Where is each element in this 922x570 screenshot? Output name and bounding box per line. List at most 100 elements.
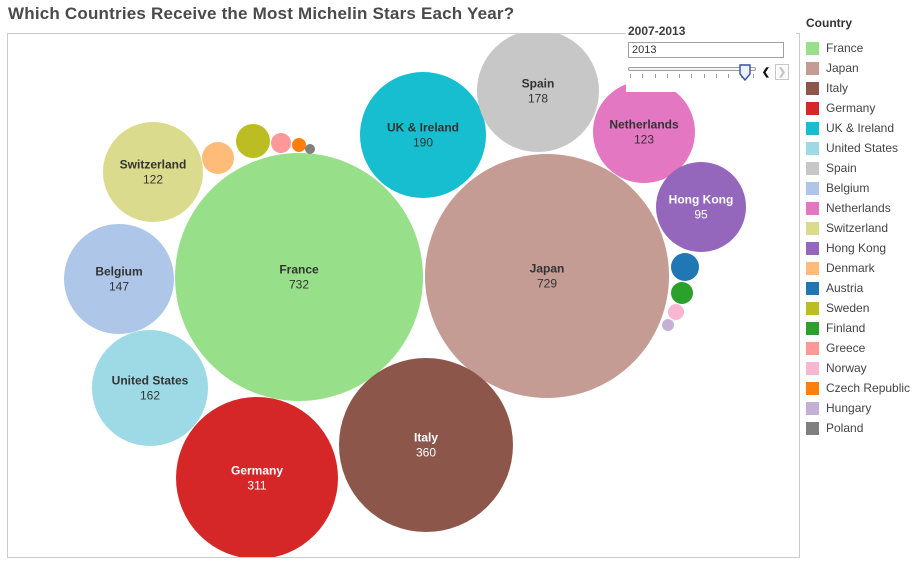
bubble-sweden[interactable] bbox=[236, 124, 270, 158]
bubble-finland[interactable] bbox=[671, 282, 693, 304]
slider-next-button[interactable]: ❯ bbox=[775, 64, 789, 80]
slider-groove bbox=[628, 67, 756, 71]
legend-item-label: Denmark bbox=[826, 261, 875, 275]
legend-item-hungary[interactable]: Hungary bbox=[806, 398, 918, 418]
bubble-label: Germany 311 bbox=[231, 464, 283, 493]
legend-item-label: France bbox=[826, 41, 864, 55]
legend-item-label: Japan bbox=[826, 61, 859, 75]
slider-track[interactable] bbox=[628, 64, 756, 82]
legend-item-norway[interactable]: Norway bbox=[806, 358, 918, 378]
slider-tick bbox=[703, 74, 705, 78]
legend-item-sweden[interactable]: Sweden bbox=[806, 298, 918, 318]
bubble-label: UK & Ireland 190 bbox=[387, 121, 459, 150]
bubble-label: Switzerland 122 bbox=[120, 158, 187, 187]
bubble-united-states[interactable]: United States 162 bbox=[92, 330, 208, 446]
legend-item-france[interactable]: France bbox=[806, 38, 918, 58]
slider-tick bbox=[691, 74, 693, 78]
legend-swatch bbox=[806, 61, 819, 75]
legend-swatch bbox=[806, 401, 819, 415]
bubble-country-name: UK & Ireland bbox=[386, 120, 460, 135]
bubble-denmark[interactable] bbox=[202, 142, 234, 174]
bubble-france[interactable]: France 732 bbox=[175, 153, 423, 401]
legend-item-label: Czech Republic bbox=[826, 381, 911, 395]
bubble-netherlands[interactable]: Netherlands 123 bbox=[593, 81, 695, 183]
bubble-greece[interactable] bbox=[271, 133, 291, 153]
bubble-country-name: Italy bbox=[413, 430, 439, 445]
bubble-label: Netherlands 123 bbox=[609, 118, 678, 147]
bubble-austria[interactable] bbox=[671, 253, 699, 281]
legend-item-label: Hungary bbox=[826, 401, 872, 415]
bubble-star-count: 147 bbox=[108, 279, 130, 294]
legend-item-switzerland[interactable]: Switzerland bbox=[806, 218, 918, 238]
bubble-czech-republic[interactable] bbox=[292, 138, 306, 152]
legend-item-spain[interactable]: Spain bbox=[806, 158, 918, 178]
bubble-switzerland[interactable]: Switzerland 122 bbox=[103, 122, 203, 222]
legend-item-label: Norway bbox=[826, 361, 867, 375]
legend-item-belgium[interactable]: Belgium bbox=[806, 178, 918, 198]
legend-item-austria[interactable]: Austria bbox=[806, 278, 918, 298]
legend-swatch bbox=[806, 121, 819, 135]
slider-prev-button[interactable]: ❮ bbox=[759, 64, 773, 80]
legend: Country France Japan Italy Germany UK & Irel… bbox=[806, 16, 918, 438]
slider-tick bbox=[716, 74, 718, 78]
bubble-country-name: Hong Kong bbox=[668, 192, 734, 207]
bubble-germany[interactable]: Germany 311 bbox=[176, 397, 338, 557]
legend-swatch bbox=[806, 301, 819, 315]
bubble-belgium[interactable]: Belgium 147 bbox=[64, 224, 174, 334]
legend-swatch bbox=[806, 281, 819, 295]
legend-item-japan[interactable]: Japan bbox=[806, 58, 918, 78]
slider-tick bbox=[679, 74, 681, 78]
bubble-country-name: Germany bbox=[230, 463, 284, 478]
legend-item-netherlands[interactable]: Netherlands bbox=[806, 198, 918, 218]
bubble-label: United States 162 bbox=[112, 374, 189, 403]
legend-item-hong-kong[interactable]: Hong Kong bbox=[806, 238, 918, 258]
bubble-japan[interactable]: Japan 729 bbox=[425, 154, 669, 398]
legend-swatch bbox=[806, 261, 819, 275]
bubble-poland[interactable] bbox=[305, 144, 315, 154]
bubble-spain[interactable]: Spain 178 bbox=[477, 34, 599, 152]
slider-thumb-icon bbox=[739, 64, 751, 82]
bubble-star-count: 178 bbox=[527, 91, 549, 106]
legend-item-uk-ireland[interactable]: UK & Ireland bbox=[806, 118, 918, 138]
slider-tick bbox=[666, 74, 668, 78]
legend-swatch bbox=[806, 81, 819, 95]
legend-item-italy[interactable]: Italy bbox=[806, 78, 918, 98]
legend-item-poland[interactable]: Poland bbox=[806, 418, 918, 438]
chevron-left-icon: ❮ bbox=[761, 66, 771, 78]
slider-tick bbox=[630, 74, 631, 78]
bubble-label: Italy 360 bbox=[414, 431, 438, 460]
legend-swatch bbox=[806, 161, 819, 175]
bubble-norway[interactable] bbox=[668, 304, 684, 320]
legend-item-czech-republic[interactable]: Czech Republic bbox=[806, 378, 918, 398]
legend-item-label: Hong Kong bbox=[826, 241, 887, 255]
legend-item-label: United States bbox=[826, 141, 899, 155]
legend-swatch bbox=[806, 181, 819, 195]
legend-item-united-states[interactable]: United States bbox=[806, 138, 918, 158]
legend-item-germany[interactable]: Germany bbox=[806, 98, 918, 118]
bubble-star-count: 123 bbox=[633, 132, 655, 147]
bubble-uk-ireland[interactable]: UK & Ireland 190 bbox=[360, 72, 486, 198]
legend-swatch bbox=[806, 381, 819, 395]
legend-item-label: Greece bbox=[826, 341, 866, 355]
slider-thumb[interactable] bbox=[739, 64, 751, 82]
legend-swatch bbox=[806, 341, 819, 355]
legend-item-finland[interactable]: Finland bbox=[806, 318, 918, 338]
legend-items: France Japan Italy Germany UK & Ireland Unite… bbox=[806, 38, 918, 438]
legend-item-denmark[interactable]: Denmark bbox=[806, 258, 918, 278]
legend-item-label: Belgium bbox=[826, 181, 870, 195]
legend-item-label: Netherlands bbox=[826, 201, 891, 215]
bubble-hungary[interactable] bbox=[662, 319, 674, 331]
year-input[interactable] bbox=[628, 42, 784, 58]
legend-item-greece[interactable]: Greece bbox=[806, 338, 918, 358]
legend-item-label: Switzerland bbox=[826, 221, 889, 235]
bubble-italy[interactable]: Italy 360 bbox=[339, 358, 513, 532]
slider-range-label: 2007-2013 bbox=[628, 24, 686, 38]
legend-swatch bbox=[806, 321, 819, 335]
bubble-label: Spain 178 bbox=[522, 77, 555, 106]
bubble-country-name: Belgium bbox=[95, 264, 143, 279]
bubble-country-name: United States bbox=[111, 373, 189, 388]
legend-item-label: UK & Ireland bbox=[826, 121, 895, 135]
bubble-label: Japan 729 bbox=[530, 262, 565, 291]
bubble-hong-kong[interactable]: Hong Kong 95 bbox=[656, 162, 746, 252]
legend-item-label: Spain bbox=[826, 161, 857, 175]
